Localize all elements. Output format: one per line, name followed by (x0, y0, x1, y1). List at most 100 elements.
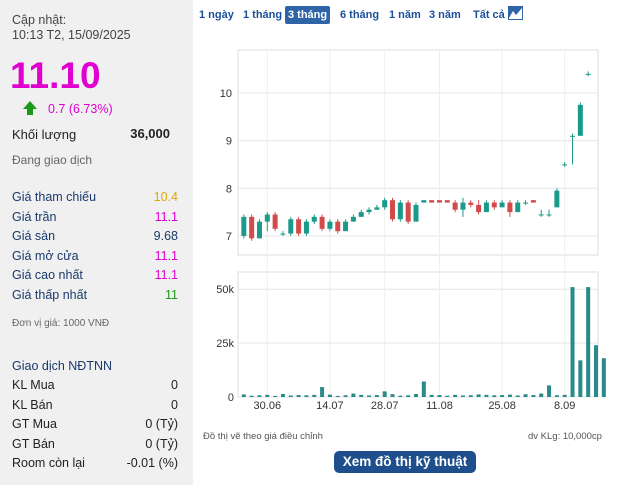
candle-body (507, 202, 513, 213)
volume-bar (484, 394, 489, 397)
candle-body (523, 202, 529, 204)
tab-1-ngày[interactable]: 1 ngày (199, 9, 234, 21)
candle-body (249, 216, 255, 239)
volume-bar (374, 395, 379, 397)
volume-bar (476, 394, 481, 397)
technical-chart-button[interactable]: Xem đồ thị kỹ thuật (334, 451, 476, 473)
updated-label: Cập nhật: (12, 13, 67, 27)
volume-label: Khối lượng (12, 127, 77, 142)
volume-bar (343, 395, 348, 397)
foreign-title: Giao dịch NĐTNN (12, 359, 113, 373)
candle-body (374, 207, 380, 210)
volume-bar (265, 394, 270, 397)
price-info-label: Giá tham chiếu (12, 190, 97, 204)
volume-bar (304, 395, 309, 397)
volume-bar (531, 395, 536, 397)
price-tick-label: 7 (226, 231, 232, 243)
candle-body (483, 202, 489, 213)
candle-body (530, 200, 536, 203)
price-volume-chart: 7 8 9 10 0 25k 50k 30.06 14.07 28.07 11.08 25.08 8.0… (216, 49, 606, 410)
volume-value: 36,000 (130, 126, 170, 141)
candle-body (444, 200, 450, 203)
volume-bar (523, 394, 528, 397)
tab-3-năm[interactable]: 3 năm (429, 9, 461, 21)
volume-bar (492, 395, 497, 397)
price-info-label: Giá mở cửa (12, 248, 79, 263)
volume-bar (296, 395, 301, 397)
volume-bar (280, 393, 285, 397)
candle-body (405, 202, 411, 222)
updated-time: 10:13 T2, 15/09/2025 (12, 28, 131, 42)
volume-tick-label: 50k (216, 284, 234, 296)
price-info-label: Giá trần (12, 209, 57, 224)
x-tick-label: 25.08 (488, 400, 516, 410)
tab-6-tháng[interactable]: 6 tháng (340, 9, 380, 21)
volume-panel-frame (237, 271, 599, 398)
x-tick-label: 28.07 (371, 400, 399, 410)
candle-body (366, 209, 372, 213)
foreign-row-label: KL Bán (12, 397, 53, 412)
candle-body (288, 219, 294, 234)
tab-1-tháng[interactable]: 1 tháng (243, 9, 283, 21)
volume-bar (367, 395, 372, 397)
volume-bar (554, 395, 559, 397)
tab-Tất-cả[interactable]: Tất cả (473, 9, 505, 21)
tab-3-tháng[interactable]: 3 tháng (285, 6, 331, 24)
price-info-value: 11 (165, 287, 178, 302)
current-price: 11.10 (10, 55, 101, 96)
candle-body (468, 202, 474, 205)
volume-bar (241, 394, 246, 397)
volume-bar (578, 360, 583, 397)
price-info-value: 11.1 (154, 248, 178, 263)
candle-body (499, 202, 505, 208)
volume-bar (547, 385, 552, 397)
price-panel-frame (237, 49, 599, 256)
tab-1-năm[interactable]: 1 năm (389, 9, 421, 21)
candle-body (491, 202, 497, 208)
x-tick-label: 11.08 (426, 400, 453, 410)
candle-body (570, 135, 576, 137)
volume-tick-label: 25k (216, 338, 234, 350)
candle-body (382, 200, 388, 208)
x-tick-label: 30.06 (254, 400, 282, 410)
candle-body (562, 164, 568, 166)
volume-bar (327, 394, 332, 397)
volume-bar (507, 394, 512, 397)
candle-body (554, 190, 560, 208)
chart-note-volume-unit: dv KLg: 10,000cp (528, 431, 602, 442)
volume-bar (359, 394, 364, 397)
price-tick-label: 9 (226, 136, 232, 148)
volume-bar (460, 395, 465, 397)
candle-body (436, 200, 442, 203)
volume-bar (437, 395, 442, 397)
volume-bar (312, 394, 317, 397)
volume-bar (382, 391, 387, 397)
candle-body (311, 216, 317, 222)
volume-bar (273, 395, 278, 397)
price-info-label: Giá cao nhất (12, 268, 83, 282)
candle-body (452, 202, 458, 210)
volume-bar (288, 395, 293, 397)
candle-body (585, 73, 591, 75)
foreign-row-value: 0 (Tỷ) (145, 417, 178, 431)
volume-bar (594, 345, 598, 397)
trading-status: Đang giao dịch (12, 153, 93, 167)
volume-bar (539, 393, 544, 397)
foreign-row-label: KL Mua (12, 378, 55, 392)
arrow-up-icon (22, 100, 38, 116)
candle-body (577, 104, 583, 136)
volume-bar (406, 395, 411, 397)
candle-body (460, 202, 466, 210)
price-info-label: Giá sàn (12, 229, 56, 243)
chart-type-icon[interactable] (508, 6, 523, 20)
price-info-value: 10.4 (153, 190, 178, 204)
foreign-row-value: -0.01 (%) (126, 456, 178, 470)
candle-body (327, 221, 333, 229)
chart-note-adjusted: Đồ thị vẽ theo giá điều chỉnh (203, 431, 323, 442)
candle-body (350, 216, 356, 222)
candle-body (538, 214, 544, 216)
price-info-value: 11.1 (154, 268, 178, 282)
candle-body (335, 221, 341, 232)
volume-bar (320, 387, 325, 397)
volume-bar (390, 394, 395, 397)
